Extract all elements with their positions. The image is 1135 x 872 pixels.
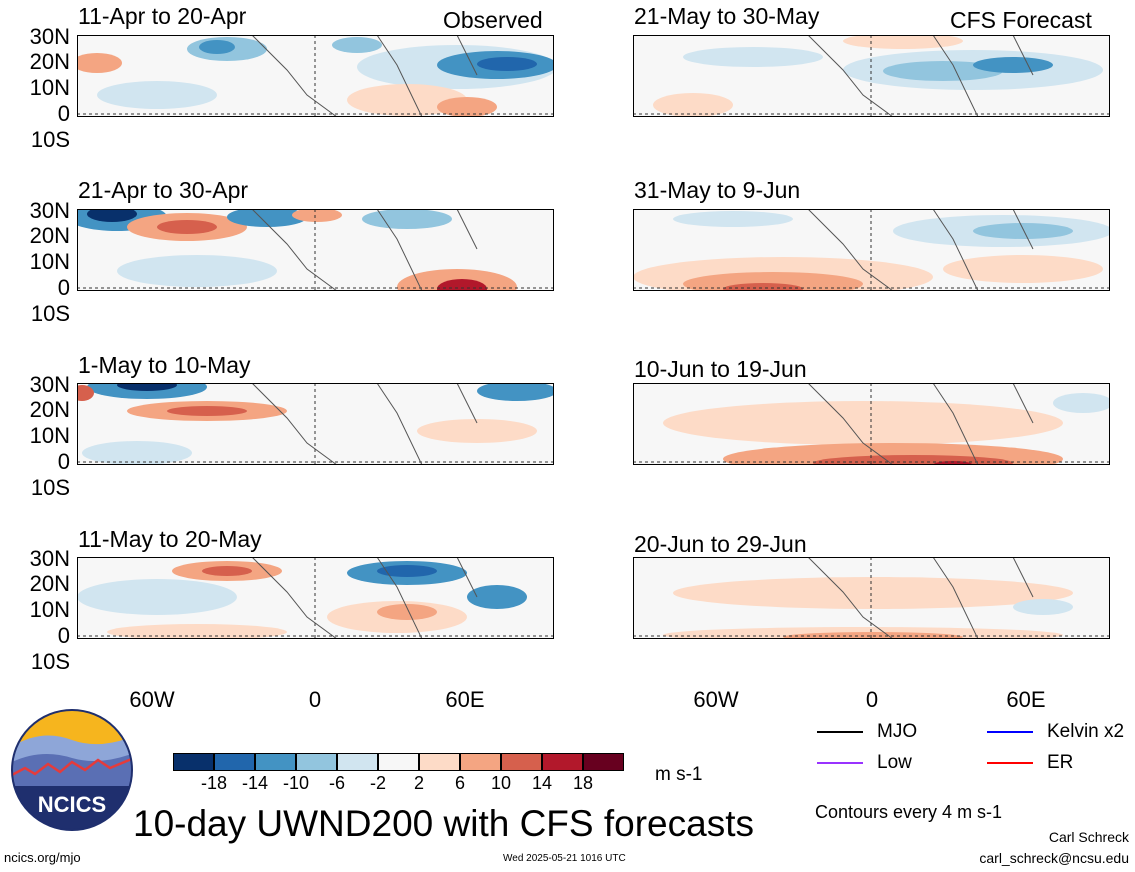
colorbar-tick: -14 bbox=[241, 773, 268, 793]
lat-tick-10n: 10N bbox=[29, 597, 70, 622]
lat-tick-10n: 10N bbox=[29, 249, 70, 274]
colorbar-swatch bbox=[583, 753, 624, 771]
map-panel-7 bbox=[633, 383, 1110, 465]
map-panel-5 bbox=[633, 35, 1110, 117]
colorbar-tick: -18 bbox=[200, 773, 227, 793]
colorbar-swatch bbox=[378, 753, 419, 771]
figure-title: 10-day UWND200 with CFS forecasts bbox=[133, 803, 754, 844]
lat-tick-20n: 20N bbox=[29, 49, 70, 74]
colorbar-swatch bbox=[542, 753, 583, 771]
forecast-label: CFS Forecast bbox=[950, 7, 1092, 33]
colorbar-tick: 10 bbox=[490, 773, 512, 793]
footer-email: carl_schreck@ncsu.edu bbox=[979, 850, 1129, 866]
lon-tick-0: 0 bbox=[865, 687, 879, 712]
lon-tick-60e: 60E bbox=[445, 687, 485, 712]
panel-title-2: 21-Apr to 30-Apr bbox=[78, 177, 249, 203]
colorbar-tick: -10 bbox=[282, 773, 309, 793]
lat-tick-30n: 30N bbox=[29, 198, 70, 223]
lon-tick-60w: 60W bbox=[129, 687, 175, 712]
ncics-logo: NCICS bbox=[10, 708, 134, 832]
lat-tick-0: 0 bbox=[57, 449, 70, 474]
legend-item-mjo: MJO bbox=[817, 721, 917, 743]
map-panel-8 bbox=[633, 557, 1110, 639]
panel-title-5: 21-May to 30-May bbox=[634, 3, 820, 29]
panel-title-4: 11-May to 20-May bbox=[78, 526, 262, 552]
colorbar-tick: 18 bbox=[572, 773, 594, 793]
map-panel-4 bbox=[77, 557, 554, 639]
lon-tick-60e: 60E bbox=[1006, 687, 1046, 712]
lat-tick-10n: 10N bbox=[29, 423, 70, 448]
lat-tick-30n: 30N bbox=[29, 24, 70, 49]
footer-url: ncics.org/mjo bbox=[4, 850, 81, 865]
legend-item-er: ER bbox=[987, 752, 1073, 774]
map-panel-2 bbox=[77, 209, 554, 291]
panel-title-7: 10-Jun to 19-Jun bbox=[634, 356, 807, 382]
colorbar-swatch bbox=[460, 753, 501, 771]
colorbar-swatch bbox=[501, 753, 542, 771]
map-panel-3 bbox=[77, 383, 554, 465]
lat-tick-0: 0 bbox=[57, 275, 70, 300]
legend-line-kelvin bbox=[987, 731, 1033, 733]
map-panel-1 bbox=[77, 35, 554, 117]
legend-label-mjo: MJO bbox=[877, 721, 918, 742]
colorbar-swatch bbox=[296, 753, 337, 771]
panel-title-6: 31-May to 9-Jun bbox=[634, 177, 801, 203]
colorbar-tick: 6 bbox=[454, 773, 465, 793]
lat-tick-0: 0 bbox=[57, 101, 70, 126]
legend-item-low: Low bbox=[817, 752, 912, 774]
legend-line-low bbox=[817, 762, 863, 764]
colorbar-swatch bbox=[419, 753, 460, 771]
colorbar-swatch bbox=[337, 753, 378, 771]
panel-title-3: 1-May to 10-May bbox=[78, 352, 251, 378]
logo-text: NCICS bbox=[38, 792, 106, 817]
colorbar-tick: 2 bbox=[413, 773, 424, 793]
legend-label-kelvin: Kelvin x2 bbox=[1047, 721, 1125, 742]
colorbar-swatch bbox=[255, 753, 296, 771]
footer-timestamp: Wed 2025-05-21 1016 UTC bbox=[503, 853, 626, 864]
colorbar-tick: 14 bbox=[531, 773, 553, 793]
lat-tick-10s: 10S bbox=[30, 127, 70, 152]
observed-label: Observed bbox=[443, 7, 543, 33]
lat-tick-10n: 10N bbox=[29, 75, 70, 100]
panel-title-1: 11-Apr to 20-Apr bbox=[78, 3, 247, 29]
lat-tick-10s: 10S bbox=[30, 649, 70, 674]
lat-tick-20n: 20N bbox=[29, 571, 70, 596]
lat-tick-10s: 10S bbox=[30, 301, 70, 326]
panel-title-8: 20-Jun to 29-Jun bbox=[634, 531, 807, 557]
lon-tick-60w: 60W bbox=[693, 687, 739, 712]
colorbar-unit: m s-1 bbox=[655, 764, 703, 785]
lat-tick-20n: 20N bbox=[29, 397, 70, 422]
colorbar-swatch bbox=[214, 753, 255, 771]
colorbar-swatch bbox=[173, 753, 214, 771]
contour-note: Contours every 4 m s-1 bbox=[815, 802, 1003, 822]
map-panel-6 bbox=[633, 209, 1110, 291]
colorbar-tick: -2 bbox=[369, 773, 386, 793]
legend-label-er: ER bbox=[1047, 752, 1074, 773]
legend-label-low: Low bbox=[877, 752, 912, 773]
legend-line-mjo bbox=[817, 731, 863, 733]
colorbar-tick: -6 bbox=[328, 773, 345, 793]
lat-tick-10s: 10S bbox=[30, 475, 70, 500]
lat-tick-20n: 20N bbox=[29, 223, 70, 248]
footer-author: Carl Schreck bbox=[1048, 829, 1129, 845]
lon-tick-0: 0 bbox=[308, 687, 322, 712]
lat-tick-30n: 30N bbox=[29, 372, 70, 397]
lat-tick-0: 0 bbox=[57, 623, 70, 648]
legend-item-kelvin: Kelvin x2 bbox=[987, 721, 1124, 743]
lat-tick-30n: 30N bbox=[29, 546, 70, 571]
legend-line-er bbox=[987, 762, 1033, 764]
